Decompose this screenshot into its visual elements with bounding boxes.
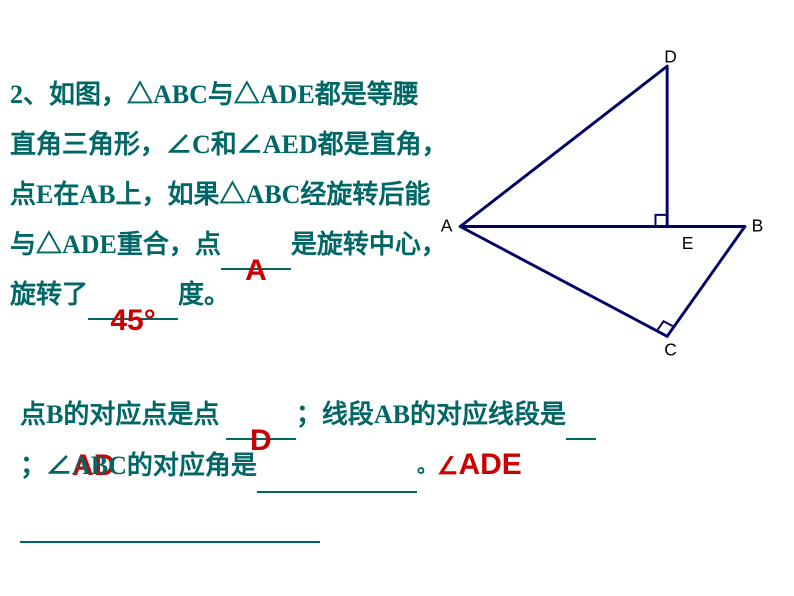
blank-corr-angle (257, 465, 417, 493)
l1-b: ；线段AB的对应线段是 (296, 400, 566, 429)
line4-b: 是旋转中心， (291, 230, 447, 259)
lower-line-2: ；∠ADABC的对应角是 。∠ADE (20, 440, 780, 493)
blank-corr-point: D (226, 412, 296, 440)
problem-line-5: 旋转了45°度。 (10, 270, 430, 320)
problem-line-2: 直角三角形，∠C和∠AED都是直角， (10, 120, 430, 170)
svg-text:E: E (682, 233, 694, 253)
small-circle: 。 (417, 455, 437, 477)
answer-center: A (245, 254, 267, 287)
blank-center: A (221, 242, 291, 270)
svg-text:C: C (664, 340, 677, 360)
angle-symbol: ∠ (437, 453, 459, 480)
problem-text: 2、如图，△ABC与△ADE都是等腰 直角三角形，∠C和∠AED都是直角， 点E… (10, 70, 430, 320)
answer-corr-angle: ADE (458, 448, 521, 481)
svg-text:A: A (441, 215, 453, 235)
line5-b: 度。 (178, 280, 230, 309)
l2-a: ；∠ (20, 451, 72, 480)
line4-a: 与△ADE重合，点 (10, 230, 221, 259)
blank-trail (566, 412, 596, 440)
green-b: B (91, 451, 108, 480)
lower-text: 点B的对应点是点 D；线段AB的对应线段是 ；∠ADABC的对应角是。∠ADE (20, 390, 780, 543)
lower-line-1: 点B的对应点是点 D；线段AB的对应线段是 (20, 390, 780, 440)
l2-green-b: ABC (72, 451, 127, 480)
blank-degrees: 45° (88, 292, 178, 320)
answer-corr-point: D (250, 424, 272, 457)
problem-line-1: 2、如图，△ABC与△ADE都是等腰 (10, 70, 430, 120)
svg-text:D: D (664, 50, 677, 66)
problem-line-4: 与△ADE重合，点A是旋转中心， (10, 220, 430, 270)
line5-a: 旋转了 (10, 280, 88, 309)
blank-bottom (20, 515, 320, 543)
problem-line-3: 点E在AB上，如果△ABC经旋转后能 (10, 170, 430, 220)
geometry-diagram: A B C D E (434, 50, 774, 370)
lower-line-3 (20, 493, 780, 543)
l1-a: 点B的对应点是点 (20, 400, 226, 429)
l2-c: 的对应角是 (127, 451, 257, 480)
svg-text:B: B (752, 215, 764, 235)
overlap-abc-ad: ADABC (72, 441, 127, 491)
answer-degrees: 45° (110, 304, 155, 337)
